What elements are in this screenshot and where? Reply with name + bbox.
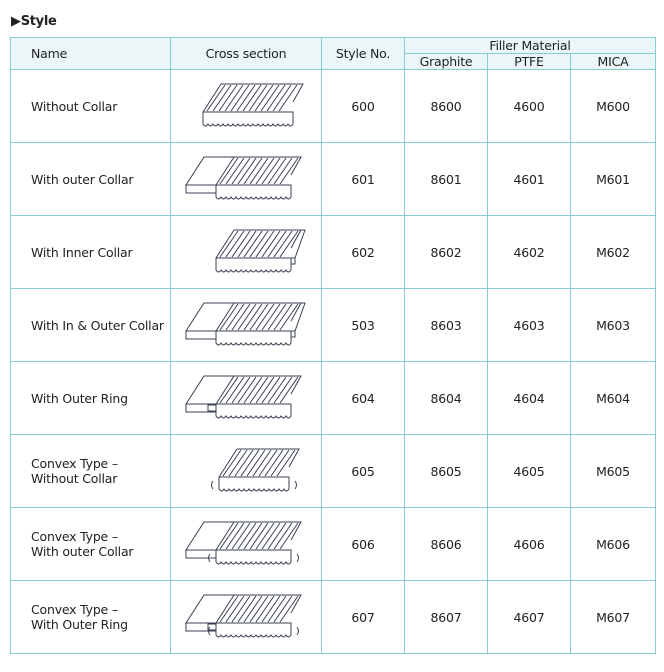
table-row: Convex Type – With Outer Ring 607 8607 46… bbox=[10, 580, 657, 654]
style-name: Convex Type – With Outer Ring bbox=[10, 580, 171, 654]
graphite-code: 8606 bbox=[404, 507, 488, 581]
style-name: With In & Outer Collar bbox=[10, 288, 171, 362]
style-name: Convex Type – Without Collar bbox=[10, 434, 171, 508]
header-filler-material: Filler Material bbox=[403, 37, 657, 54]
style-no: 604 bbox=[321, 361, 405, 435]
style-no: 601 bbox=[321, 142, 405, 216]
header-style-no: Style No. bbox=[321, 37, 405, 70]
style-no: 606 bbox=[321, 507, 405, 581]
graphite-code: 8603 bbox=[404, 288, 488, 362]
style-no: 602 bbox=[321, 215, 405, 289]
cross-section-image bbox=[170, 434, 322, 508]
style-no: 607 bbox=[321, 580, 405, 654]
table-row: With outer Collar 601 8601 4601 M601 bbox=[10, 142, 657, 216]
ptfe-code: 4604 bbox=[487, 361, 571, 435]
header-ptfe: PTFE bbox=[487, 53, 571, 70]
table-row: Without Collar 600 8600 4600 M600 bbox=[10, 69, 657, 143]
style-name: With Inner Collar bbox=[10, 215, 171, 289]
cross-section-image bbox=[170, 142, 322, 216]
header-graphite: Graphite bbox=[404, 53, 488, 70]
cross-section-image bbox=[170, 507, 322, 581]
mica-code: M606 bbox=[569, 507, 657, 581]
graphite-code: 8602 bbox=[404, 215, 488, 289]
mica-code: M602 bbox=[569, 215, 657, 289]
header-name: Name bbox=[10, 37, 171, 70]
style-no: 503 bbox=[321, 288, 405, 362]
mica-code: M605 bbox=[569, 434, 657, 508]
ptfe-code: 4606 bbox=[487, 507, 571, 581]
ptfe-code: 4605 bbox=[487, 434, 571, 508]
cross-section-image bbox=[170, 580, 322, 654]
graphite-code: 8604 bbox=[404, 361, 488, 435]
table-row: Convex Type – With outer Collar 606 8606 … bbox=[10, 507, 657, 581]
cross-section-image bbox=[170, 288, 322, 362]
table-row: Convex Type – Without Collar 605 8605 460… bbox=[10, 434, 657, 508]
style-name: With Outer Ring bbox=[10, 361, 171, 435]
mica-code: M601 bbox=[569, 142, 657, 216]
header-cross-section: Cross section bbox=[170, 37, 322, 70]
header-mica: MICA bbox=[569, 53, 657, 70]
graphite-code: 8601 bbox=[404, 142, 488, 216]
table-row: With Outer Ring 604 8604 4604 M604 bbox=[10, 361, 657, 435]
cross-section-image bbox=[170, 69, 322, 143]
graphite-code: 8607 bbox=[404, 580, 488, 654]
ptfe-code: 4602 bbox=[487, 215, 571, 289]
table-row: With In & Outer Collar 503 8603 4603 M60… bbox=[10, 288, 657, 362]
ptfe-code: 4607 bbox=[487, 580, 571, 654]
ptfe-code: 4603 bbox=[487, 288, 571, 362]
mica-code: M604 bbox=[569, 361, 657, 435]
cross-section-image bbox=[170, 215, 322, 289]
style-no: 600 bbox=[321, 69, 405, 143]
mica-code: M607 bbox=[569, 580, 657, 654]
graphite-code: 8600 bbox=[404, 69, 488, 143]
style-table: Name Cross section Style No. Filler Mate… bbox=[10, 37, 657, 654]
section-title: ▶Style bbox=[11, 14, 57, 29]
ptfe-code: 4601 bbox=[487, 142, 571, 216]
mica-code: M600 bbox=[569, 69, 657, 143]
cross-section-image bbox=[170, 361, 322, 435]
style-name: Without Collar bbox=[10, 69, 171, 143]
graphite-code: 8605 bbox=[404, 434, 488, 508]
style-name: Convex Type – With outer Collar bbox=[10, 507, 171, 581]
style-no: 605 bbox=[321, 434, 405, 508]
table-row: With Inner Collar 602 8602 4602 M602 bbox=[10, 215, 657, 289]
style-name: With outer Collar bbox=[10, 142, 171, 216]
mica-code: M603 bbox=[569, 288, 657, 362]
ptfe-code: 4600 bbox=[487, 69, 571, 143]
